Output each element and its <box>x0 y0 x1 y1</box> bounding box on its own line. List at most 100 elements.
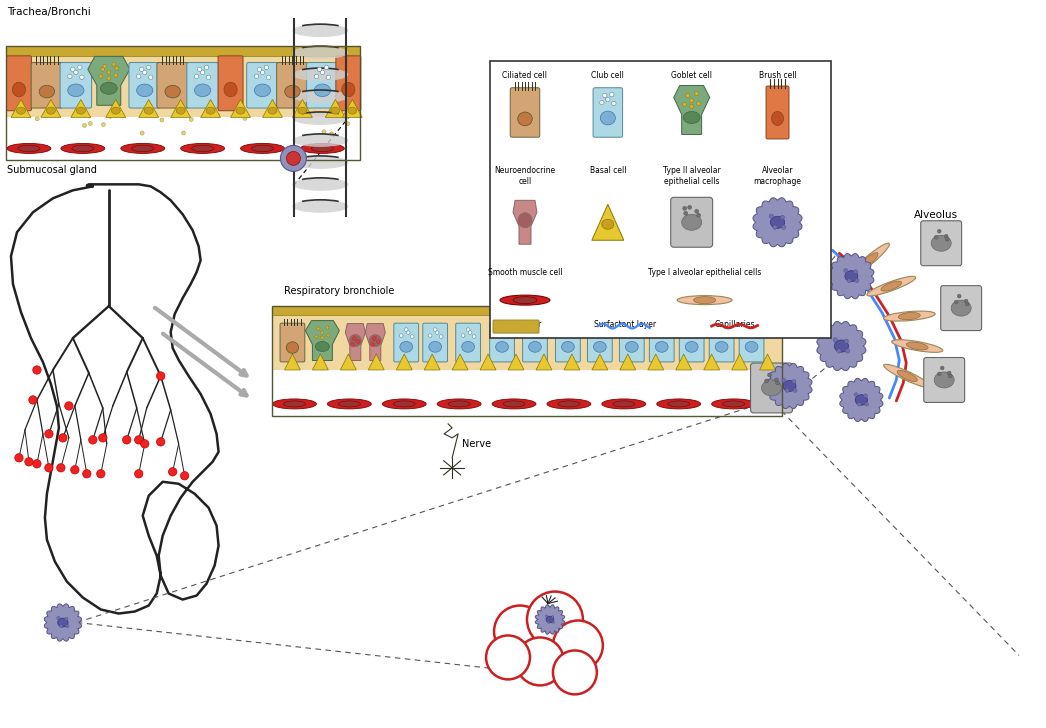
Circle shape <box>685 333 688 337</box>
Ellipse shape <box>382 399 426 409</box>
Circle shape <box>683 206 686 210</box>
Ellipse shape <box>884 311 935 321</box>
FancyBboxPatch shape <box>157 63 188 108</box>
Circle shape <box>775 381 779 385</box>
Circle shape <box>160 118 164 122</box>
Ellipse shape <box>528 341 542 352</box>
Circle shape <box>56 617 60 620</box>
Polygon shape <box>305 320 339 360</box>
FancyBboxPatch shape <box>336 56 361 111</box>
Polygon shape <box>313 354 328 370</box>
FancyBboxPatch shape <box>679 323 704 362</box>
Circle shape <box>660 328 663 331</box>
Ellipse shape <box>931 235 951 251</box>
Circle shape <box>65 402 73 410</box>
Circle shape <box>198 67 202 71</box>
Circle shape <box>750 328 753 331</box>
Circle shape <box>722 331 726 334</box>
Circle shape <box>626 333 629 337</box>
Ellipse shape <box>120 143 164 154</box>
Ellipse shape <box>251 145 273 151</box>
Polygon shape <box>425 354 440 370</box>
Circle shape <box>957 294 961 298</box>
Ellipse shape <box>293 178 348 191</box>
Ellipse shape <box>206 107 215 114</box>
Polygon shape <box>536 354 552 370</box>
FancyBboxPatch shape <box>751 363 793 413</box>
Circle shape <box>59 434 67 442</box>
FancyBboxPatch shape <box>493 320 539 333</box>
Ellipse shape <box>293 68 348 81</box>
Circle shape <box>135 470 143 478</box>
Text: Alveolar duct: Alveolar duct <box>567 286 632 296</box>
Circle shape <box>945 234 948 238</box>
FancyBboxPatch shape <box>280 323 304 362</box>
Circle shape <box>527 592 583 647</box>
Circle shape <box>948 371 951 375</box>
FancyBboxPatch shape <box>766 86 789 139</box>
Circle shape <box>45 430 53 438</box>
FancyBboxPatch shape <box>940 285 981 331</box>
FancyBboxPatch shape <box>456 323 480 362</box>
FancyBboxPatch shape <box>523 323 547 362</box>
Circle shape <box>168 467 177 476</box>
Polygon shape <box>285 354 300 370</box>
Circle shape <box>322 130 326 134</box>
Ellipse shape <box>907 342 928 350</box>
Ellipse shape <box>683 111 700 124</box>
Circle shape <box>745 333 748 337</box>
Circle shape <box>71 67 75 71</box>
Ellipse shape <box>657 399 701 409</box>
Ellipse shape <box>241 143 285 154</box>
Circle shape <box>89 435 97 444</box>
Polygon shape <box>10 100 31 117</box>
Polygon shape <box>828 253 874 298</box>
Polygon shape <box>41 100 61 117</box>
Circle shape <box>195 74 199 79</box>
Ellipse shape <box>503 401 525 407</box>
Ellipse shape <box>546 616 553 623</box>
Circle shape <box>108 114 112 118</box>
Ellipse shape <box>293 156 348 169</box>
Circle shape <box>101 122 106 127</box>
Circle shape <box>636 335 639 339</box>
Ellipse shape <box>349 335 361 347</box>
Ellipse shape <box>448 401 470 407</box>
Circle shape <box>965 302 969 306</box>
Ellipse shape <box>283 401 305 407</box>
Circle shape <box>528 333 531 337</box>
Ellipse shape <box>693 296 715 304</box>
FancyBboxPatch shape <box>593 88 622 138</box>
Polygon shape <box>647 354 664 370</box>
Polygon shape <box>767 363 812 408</box>
Polygon shape <box>513 200 537 244</box>
Circle shape <box>353 337 356 341</box>
Circle shape <box>107 71 111 74</box>
Circle shape <box>632 331 636 334</box>
Circle shape <box>697 213 701 217</box>
Circle shape <box>314 74 319 79</box>
Polygon shape <box>396 354 412 370</box>
FancyBboxPatch shape <box>423 323 448 362</box>
Circle shape <box>287 151 300 165</box>
Circle shape <box>157 438 165 446</box>
FancyBboxPatch shape <box>218 56 243 111</box>
Ellipse shape <box>899 312 920 320</box>
Polygon shape <box>71 100 91 117</box>
Bar <box>6 55 360 117</box>
Circle shape <box>539 335 543 339</box>
Ellipse shape <box>61 143 105 154</box>
Circle shape <box>695 209 699 213</box>
Circle shape <box>847 279 851 282</box>
Circle shape <box>855 279 859 282</box>
Ellipse shape <box>835 340 848 352</box>
Circle shape <box>600 331 604 334</box>
Circle shape <box>683 103 686 106</box>
Bar <box>6 46 360 160</box>
Circle shape <box>697 101 701 106</box>
Circle shape <box>937 372 941 376</box>
FancyBboxPatch shape <box>490 323 515 362</box>
Circle shape <box>602 93 607 98</box>
Bar <box>272 306 781 315</box>
Polygon shape <box>731 354 748 370</box>
